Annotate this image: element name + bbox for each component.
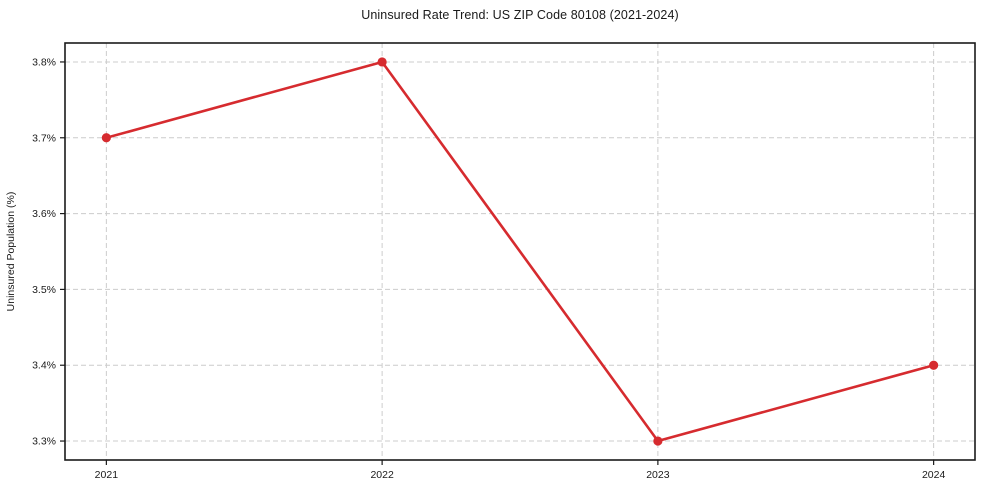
y-tick-label: 3.3% [32, 436, 56, 448]
data-point-marker [929, 360, 939, 370]
y-tick-label: 3.6% [32, 208, 56, 220]
x-tick-label: 2024 [922, 469, 946, 481]
trend-line [105, 60, 935, 443]
data-point-marker [653, 436, 663, 446]
y-tick-label: 3.8% [32, 56, 56, 68]
chart-title: Uninsured Rate Trend: US ZIP Code 80108 … [361, 8, 679, 22]
x-tick-label: 2023 [646, 469, 670, 481]
data-point-marker [101, 133, 111, 143]
y-tick-label: 3.7% [32, 132, 56, 144]
x-tick-label: 2021 [95, 469, 119, 481]
plot-border [64, 42, 976, 461]
y-tick-label: 3.4% [32, 360, 56, 372]
data-point-marker [377, 57, 387, 67]
x-tick-label: 2022 [370, 469, 394, 481]
y-tick-label: 3.5% [32, 284, 56, 296]
y-axis-label: Uninsured Population (%) [5, 192, 17, 312]
